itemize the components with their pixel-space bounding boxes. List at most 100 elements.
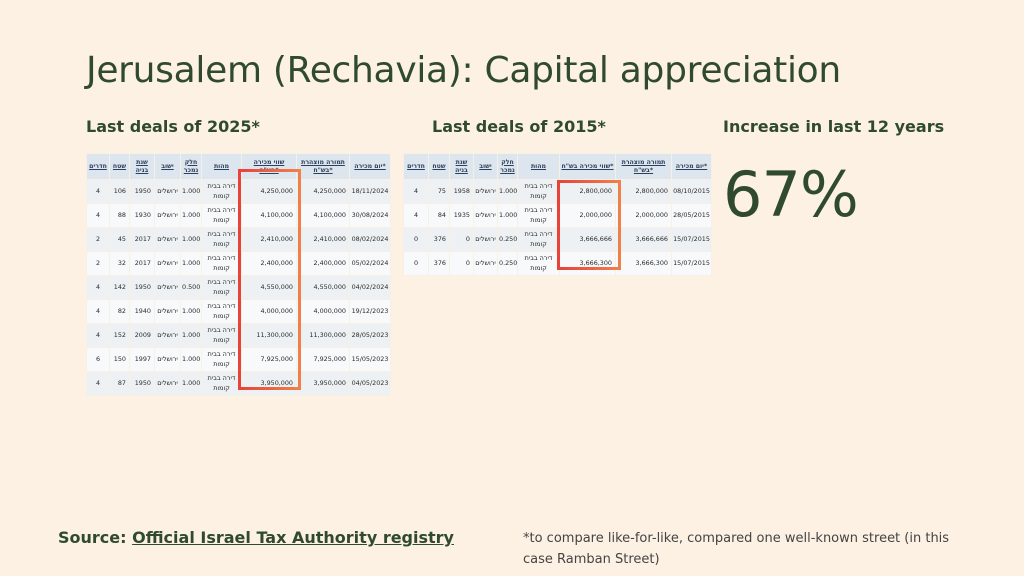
column-header[interactable]: שנת בניה [129,153,155,180]
table-cell: ירושלים [154,347,181,372]
table-cell: 1.000 [180,179,202,204]
table-row: 4 82 1940 ירושלים 1.000 דירה בבית קומות 4,000,… [86,299,391,324]
table-cell: 2,410,000 [296,227,350,252]
table-cell: ירושלים [473,203,498,228]
table-cell: 11,300,000 [241,323,297,348]
table-cell: ירושלים [473,251,498,276]
column-header[interactable]: מהות [517,153,560,180]
table-cell: דירה בבית קומות [201,323,242,348]
column-header[interactable]: חדרים [86,153,110,180]
table-cell: 2 [86,227,110,252]
table-cell: 0 [403,251,429,276]
table-cell: 1958 [449,179,474,204]
table-cell: 1.000 [497,179,518,204]
column-header[interactable]: יום מכירה* [671,153,712,180]
deals-2025-heading: Last deals of 2025* [86,117,260,136]
table-cell: 0 [449,251,474,276]
table-row: 4 152 2009 ירושלים 1.000 דירה בבית קומות 11,30… [86,323,391,348]
table-cell: 142 [109,275,130,300]
table-cell: 7,925,000 [241,347,297,372]
column-header[interactable]: שנת בניה [449,153,474,180]
table-cell: 1930 [129,203,155,228]
table-cell: 1.000 [180,323,202,348]
table-cell: 2,800,000 [559,179,616,204]
table-cell: 4 [86,371,110,396]
table-cell: 2,410,000 [241,227,297,252]
table-cell: 15/05/2023 [349,347,391,372]
table-row: 2 45 2017 ירושלים 1.000 דירה בבית קומות 2,410,… [86,227,391,252]
source-link[interactable]: Official Israel Tax Authority registry [132,528,454,547]
table-cell: 0 [449,227,474,252]
table-cell: דירה בבית קומות [201,371,242,396]
table-cell: 1950 [129,179,155,204]
table-cell: 4,100,000 [296,203,350,228]
increase-value: 67% [723,158,859,231]
table-cell: 32 [109,251,130,276]
table-cell: דירה בבית קומות [517,251,560,276]
table-cell: ירושלים [154,179,181,204]
table-cell: 0.250 [497,227,518,252]
table-cell: 4 [86,299,110,324]
column-header[interactable]: שטח [428,153,450,180]
table-cell: 08/02/2024 [349,227,391,252]
table-cell: 1.000 [180,371,202,396]
table-cell: 2017 [129,251,155,276]
column-header[interactable]: חדרים [403,153,429,180]
table-cell: 88 [109,203,130,228]
table-cell: 4 [403,203,429,228]
table-cell: 6 [86,347,110,372]
column-header[interactable]: שווי מכירה בש"ח* [241,153,297,180]
table-cell: 2,400,000 [296,251,350,276]
table-cell: ירושלים [154,203,181,228]
table-cell: 1.000 [180,347,202,372]
table-cell: ירושלים [154,323,181,348]
table-cell: 75 [428,179,450,204]
table-cell: 28/05/2023 [349,323,391,348]
table-cell: 30/08/2024 [349,203,391,228]
column-header[interactable]: תמורה מוצהרת בש"ח* [296,153,350,180]
table-cell: 1940 [129,299,155,324]
table-cell: 4 [86,323,110,348]
column-header[interactable]: ישוב [473,153,498,180]
column-header[interactable]: תמורה מוצהרת בש"ח* [615,153,672,180]
deals-2015-table: חדרים שטח שנת בניה ישוב חלק נמכר מהות שווי מכי… [403,153,712,276]
column-header[interactable]: שטח [109,153,130,180]
table-cell: 87 [109,371,130,396]
source-prefix: Source: [58,528,133,547]
column-header[interactable]: מהות [201,153,242,180]
table-row: 2 32 2017 ירושלים 1.000 דירה בבית קומות 2,400,… [86,251,391,276]
table-cell: דירה בבית קומות [201,251,242,276]
table-cell: ירושלים [154,275,181,300]
table-cell: 15/07/2015 [671,251,712,276]
column-header[interactable]: יום מכירה* [349,153,391,180]
table-cell: דירה בבית קומות [517,179,560,204]
table-cell: 15/07/2015 [671,227,712,252]
table-cell: 2 [86,251,110,276]
column-header[interactable]: חלק נמכר [497,153,518,180]
table-cell: 2,400,000 [241,251,297,276]
table-cell: 1.000 [180,203,202,228]
table-cell: 4,100,000 [241,203,297,228]
table-cell: 1.000 [497,203,518,228]
column-header[interactable]: ישוב [154,153,181,180]
table-cell: דירה בבית קומות [201,179,242,204]
table-row: 4 142 1950 ירושלים 0.500 דירה בבית קומות 4,550… [86,275,391,300]
table-cell: 19/12/2023 [349,299,391,324]
table-cell: 2,800,000 [615,179,672,204]
table-cell: 1.000 [180,227,202,252]
increase-heading: Increase in last 12 years [723,117,945,136]
table-cell: 3,950,000 [296,371,350,396]
column-header[interactable]: חלק נמכר [180,153,202,180]
table-row: 6 150 1997 ירושלים 1.000 דירה בבית קומות 7,925… [86,347,391,372]
table-cell: ירושלים [154,251,181,276]
table-row: 4 75 1958 ירושלים 1.000 דירה בבית קומות 2,800,… [403,179,712,204]
table-cell: דירה בבית קומות [201,347,242,372]
table-cell: 4 [86,203,110,228]
footnote: *to compare like-for-like, compared one … [523,531,950,567]
table-row: 0 376 0 ירושלים 0.250 דירה בבית קומות 3,666,66… [403,227,712,252]
table-cell: ירושלים [473,227,498,252]
table-cell: 4 [86,275,110,300]
deals-2025-table: חדרים שטח שנת בניה ישוב חלק נמכר מהות שווי מכי… [86,153,391,396]
table-cell: 82 [109,299,130,324]
column-header[interactable]: שווי מכירה בש"ח* [559,153,616,180]
